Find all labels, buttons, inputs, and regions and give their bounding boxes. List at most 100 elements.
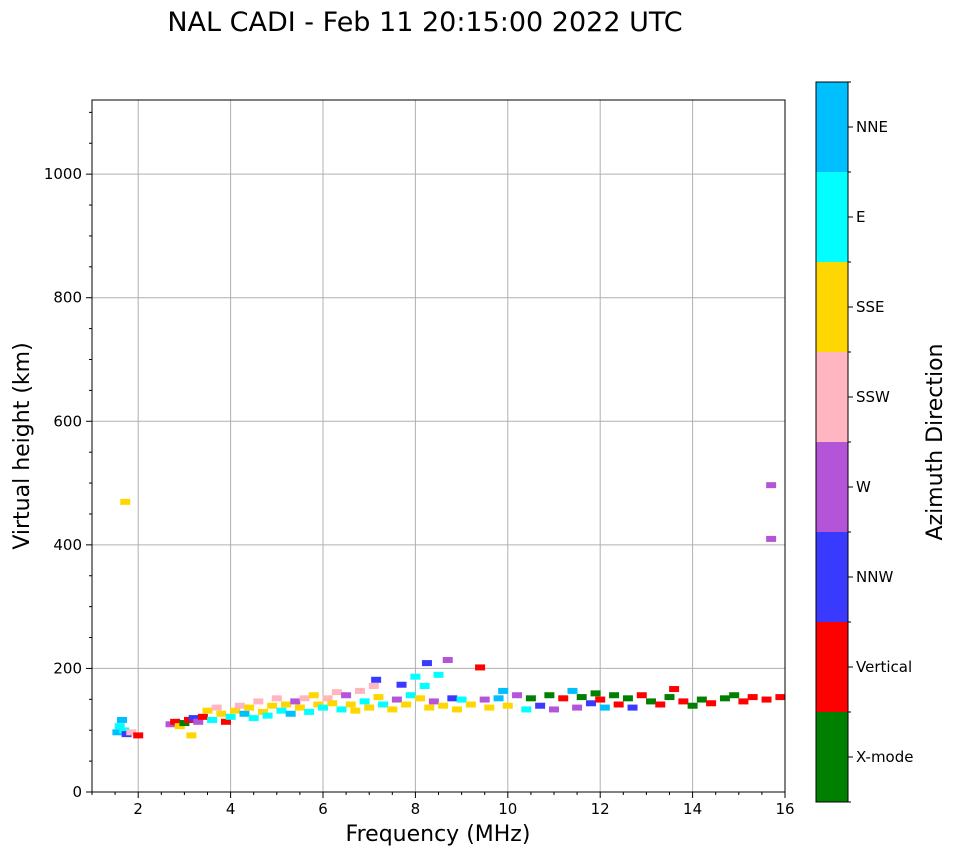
echo-point [234,702,245,709]
echo-point [585,700,596,707]
echo-point [248,715,259,722]
x-tick-label: 10 [498,800,517,818]
echo-point [576,694,587,701]
plot-area: 2 4 6 8 10 12 14 16 0 200 400 600 800 1000 [44,99,795,818]
x-tick-label: 4 [226,800,236,818]
echo-point [719,695,730,702]
echo-point [525,695,536,702]
echo-point [655,701,666,708]
echo-point [359,698,370,705]
echo-point [544,692,555,699]
echo-point [590,690,601,697]
colorbar-frame [815,81,849,803]
y-axis-label: Virtual height (km) [10,342,35,549]
echo-point [179,720,190,727]
y-tick-label: 1000 [44,165,82,183]
echo-point [262,712,273,719]
colorbar-tick-label: NNE [856,118,888,136]
echo-point [669,686,680,693]
y-tick-label: 400 [53,536,82,554]
echo-point [170,718,181,725]
echo-point [396,681,407,688]
echo-point [117,716,128,723]
echo-point [186,732,197,739]
echo-point [345,701,356,708]
echo-point [285,710,296,717]
chart-title: NAL CADI - Feb 11 20:15:00 2022 UTC [167,7,682,38]
x-tick-label: 12 [591,800,610,818]
echo-point [646,698,657,705]
echo-point [371,676,382,683]
colorbar-tick-label: W [856,478,871,496]
echo-point [433,671,444,678]
echo-point [133,732,144,739]
echo-point [775,694,786,701]
y-tick-label: 0 [72,783,82,801]
colorbar-segment [816,712,848,802]
colorbar-tick-label: SSE [856,298,885,316]
echo-point [290,698,301,705]
echo-point [729,692,740,699]
echo-point [126,729,137,736]
colorbar-tick-label: NNW [856,568,893,586]
echo-point [294,704,305,711]
echo-point [401,701,412,708]
echo-point [327,700,338,707]
echo-point [664,694,675,701]
echo-point [197,713,208,720]
echo-point [239,710,250,717]
y-tick-label: 800 [53,289,82,307]
x-tick-label: 6 [318,800,328,818]
colorbar-segment [816,352,848,442]
echo-point [465,701,476,708]
echo-point [220,718,231,725]
echo-point [766,482,777,489]
echo-point [493,695,504,702]
echo-point [424,704,435,711]
echo-point [421,660,432,667]
echo-point [622,695,633,702]
colorbar-segment [816,82,848,172]
echo-point [428,698,439,705]
colorbar-tick-label: SSW [856,388,890,406]
y-tick-label: 600 [53,412,82,430]
echo-point [678,698,689,705]
colorbar-segment [816,442,848,532]
echo-point [484,704,495,711]
echo-point [230,707,241,714]
echo-point [267,702,278,709]
echo-point [299,695,310,702]
echo-point [207,716,218,723]
echo-point [747,694,758,701]
echo-point [438,702,449,709]
echo-point [405,692,416,699]
echo-point [188,715,199,722]
echo-point [549,706,559,713]
colorbar-segment [816,172,848,262]
echo-point [475,664,486,671]
x-tick-label: 16 [775,800,794,818]
echo-point [706,700,717,707]
echo-point [609,692,620,699]
echo-point [613,701,624,708]
echo-point [368,682,379,689]
echo-point [419,682,430,689]
echo-point [350,707,361,714]
echo-point [364,704,375,711]
echo-point [442,657,453,664]
echo-point [276,707,287,714]
echo-point [387,706,398,713]
echo-point [696,696,707,703]
echo-point [308,692,319,699]
echo-point [112,729,123,736]
echo-point [341,692,352,699]
echo-point [193,718,204,725]
x-axis-label: Frequency (MHz) [346,822,531,847]
echo-point [331,689,342,696]
echo-point [318,704,328,711]
x-tick-label: 8 [411,800,421,818]
colorbar-label: Azimuth Direction [923,343,948,540]
echo-point [567,687,578,694]
echo-point [336,706,347,713]
echo-point [761,696,772,703]
